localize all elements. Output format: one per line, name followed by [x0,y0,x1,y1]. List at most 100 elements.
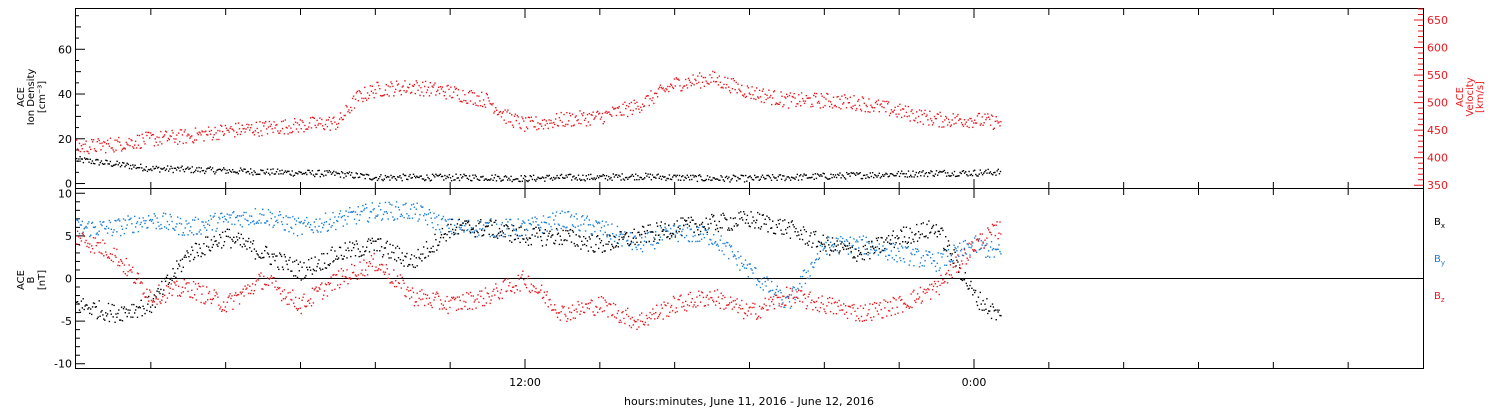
data-point-velocity [953,123,955,125]
data-point-bx [504,236,506,238]
data-point-velocity [641,109,643,111]
data-point-bx [337,257,340,259]
data-point-bx [557,232,560,234]
data-point-ion-density [467,178,470,181]
data-point-bx [209,250,212,252]
data-point-bx [428,251,431,253]
data-point-bx [531,234,533,236]
data-point-ion-density [223,167,225,169]
data-point-bz [534,291,536,293]
data-point-ion-density [94,163,96,165]
data-point-velocity [910,110,912,113]
data-point-velocity [240,131,242,133]
data-point-velocity [838,106,840,109]
data-point-by [494,235,496,237]
data-point-ion-density [952,174,955,176]
data-point-bx [279,253,282,256]
data-point-ion-density [696,180,699,183]
data-point-velocity [527,116,530,118]
data-point-bz [935,291,937,293]
data-point-bx [372,240,374,242]
data-point-bz [594,314,596,317]
data-point-bz [997,238,999,240]
data-point-bx [365,250,367,252]
data-point-bx [837,244,839,246]
data-point-bx [485,225,488,227]
data-point-ion-density [748,176,750,178]
data-point-ion-density [796,173,798,176]
data-point-bz [549,298,551,301]
data-point-velocity [87,150,89,153]
data-point-bz [981,233,983,235]
data-point-bz [915,301,917,304]
data-point-bx [800,229,802,232]
data-point-by [253,223,256,225]
data-point-bz [222,301,225,303]
data-point-bx [621,236,623,239]
data-point-velocity [210,129,213,132]
data-point-bz [886,315,888,317]
data-point-by [935,270,937,272]
data-point-by [883,249,885,252]
data-point-velocity [308,126,310,128]
data-point-by [994,248,996,250]
data-point-by [224,218,227,220]
data-point-bx [879,251,881,253]
data-point-ion-density [470,179,472,182]
data-point-by [921,264,923,267]
data-point-bx [118,309,120,311]
data-point-velocity [212,136,214,139]
data-point-bz [101,253,103,255]
data-point-by [1000,253,1002,255]
data-point-bz [547,306,549,308]
data-point-velocity [705,80,707,82]
data-point-velocity [769,96,771,98]
data-point-bz [100,252,102,254]
data-point-ion-density [787,176,790,178]
data-point-by [727,242,729,244]
data-point-bz [670,306,672,308]
data-point-velocity [897,105,899,107]
data-point-bx [134,312,136,314]
data-point-by [447,218,449,221]
data-point-bz [451,296,453,299]
data-point-by [843,243,845,245]
data-point-velocity [374,88,376,91]
data-point-bx [101,310,103,312]
data-point-bx [744,222,747,224]
data-point-by [290,226,292,228]
data-point-by [783,306,785,308]
data-point-bx [484,226,487,228]
data-point-velocity [866,105,868,108]
data-point-velocity [518,122,520,125]
data-point-bx [674,236,677,238]
data-point-ion-density [301,173,303,175]
data-point-velocity [331,123,333,125]
data-point-by [745,267,748,269]
data-point-ion-density [431,173,434,175]
data-point-bz [130,269,132,271]
data-point-bx [157,288,159,290]
data-point-bz [607,316,609,318]
data-point-by [527,219,530,221]
data-point-bz [126,274,128,277]
data-point-bx [491,224,493,226]
data-point-bz [122,271,125,273]
data-point-bz [964,252,966,254]
data-point-ion-density [343,177,345,179]
data-point-bx [869,258,871,260]
data-point-ion-density [644,177,646,179]
data-point-bz [421,289,423,291]
data-point-bx [496,237,499,239]
data-point-velocity [818,102,821,104]
data-point-bz [865,319,867,321]
data-point-ion-density [702,179,704,182]
data-point-bz [325,284,328,286]
data-point-ion-density [547,175,549,177]
data-point-bx [423,246,425,248]
data-point-bz [175,284,177,286]
data-point-by [656,242,659,244]
data-point-by [488,221,490,224]
data-point-ion-density [782,175,784,177]
data-point-velocity [135,147,138,149]
